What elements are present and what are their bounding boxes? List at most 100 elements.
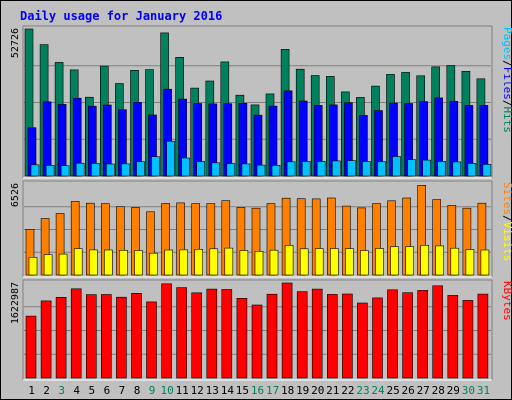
bar-files-day-2 [42,101,52,177]
bar-pages-day-8 [136,161,145,177]
bar-kbytes-day-9 [146,301,157,379]
bar-kbytes-day-4 [70,288,82,379]
bar-visits-day-11 [179,249,188,276]
bar-kbytes-day-3 [55,296,67,379]
y-max-label: 6526 [10,183,21,207]
bar-pages-day-27 [422,159,432,177]
bar-kbytes-day-29 [447,295,459,379]
bar-kbytes-day-8 [131,292,142,379]
bar-kbytes-day-28 [432,285,444,379]
x-tick-label: 9 [149,384,156,397]
panel-kbytes: 1622987 KBytes [10,279,512,381]
bar-pages-day-23 [362,161,371,177]
bar-pages-day-3 [60,165,70,177]
legend-item: Visits [501,222,512,262]
x-tick-label: 24 [371,384,385,397]
bar-pages-day-25 [392,156,401,177]
panel-visits-sites: 6526 Sites/Visits [10,180,512,278]
x-tick-label: 16 [251,384,264,397]
bar-pages-day-20 [316,161,326,177]
bar-pages-day-31 [482,164,492,177]
x-tick-label: 28 [432,384,445,397]
bar-visits-day-16 [254,251,264,276]
x-tick-label: 13 [206,384,219,397]
bar-visits-day-26 [405,246,414,276]
x-tick-label: 29 [447,384,460,397]
bar-pages-day-29 [452,161,462,177]
bar-pages-day-17 [271,165,281,177]
bar-pages-day-14 [226,163,236,177]
bar-pages-day-11 [181,157,190,177]
bar-kbytes-day-5 [86,294,97,379]
legend-item: Sites [501,182,512,215]
bar-kbytes-day-27 [417,290,429,379]
bar-kbytes-day-6 [101,294,112,379]
bar-pages-day-18 [286,161,296,177]
x-tick-label: 7 [119,384,126,397]
x-tick-label: 1 [28,384,35,397]
x-tick-label: 25 [386,384,399,397]
bar-visits-day-9 [149,252,158,276]
bar-visits-day-5 [89,249,98,276]
legend-visits-sites: Sites/Visits [501,182,512,262]
x-tick-label: 6 [104,384,111,397]
bar-kbytes-day-23 [357,302,368,379]
legend-item: Files [501,67,512,100]
bar-pages-day-22 [347,160,356,177]
bar-kbytes-day-24 [372,297,383,379]
bar-visits-day-1 [28,256,38,276]
bar-kbytes-day-20 [311,288,323,379]
x-tick-label: 5 [88,384,95,397]
bar-visits-day-25 [390,246,399,276]
bar-visits-day-13 [209,248,219,276]
bar-visits-day-19 [299,248,309,276]
x-tick-label: 8 [134,384,141,397]
bar-kbytes-day-18 [281,282,293,379]
bar-kbytes-day-17 [266,293,278,379]
bar-kbytes-day-13 [206,288,218,379]
bar-visits-day-7 [119,250,128,276]
bar-pages-day-2 [45,165,55,177]
x-tick-label: 23 [356,384,369,397]
bar-pages-day-4 [75,162,85,177]
bar-kbytes-day-31 [477,293,489,379]
bar-pages-day-30 [467,163,477,177]
x-tick-label: 21 [326,384,339,397]
bar-pages-day-5 [91,163,100,177]
bar-visits-day-15 [239,250,249,276]
legend-item: / [501,100,512,107]
bar-pages-day-19 [301,161,311,177]
x-tick-label: 10 [160,384,173,397]
bar-kbytes-day-19 [296,291,308,379]
x-tick-label: 17 [266,384,279,397]
x-tick-label: 30 [462,384,475,397]
bar-files-day-3 [57,104,67,177]
x-tick-label: 19 [296,384,309,397]
bar-pages-day-24 [377,161,386,177]
bar-visits-day-30 [465,249,475,276]
bar-visits-day-29 [450,247,460,276]
legend-item: / [501,215,512,222]
bar-pages-day-21 [331,160,341,177]
bar-visits-day-24 [375,248,384,276]
bar-kbytes-day-1 [25,315,37,379]
chart-title: Daily usage for January 2016 [20,9,222,23]
x-tick-label: 27 [417,384,430,397]
bar-kbytes-day-22 [342,293,353,379]
x-tick-label: 26 [401,384,414,397]
x-tick-label: 20 [311,384,324,397]
bar-pages-day-13 [211,162,221,177]
x-tick-label: 12 [191,384,204,397]
bar-pages-day-10 [166,140,175,177]
x-tick-label: 11 [176,384,189,397]
bar-pages-day-16 [256,164,266,177]
bar-pages-day-1 [30,164,40,177]
bar-pages-day-26 [407,159,416,177]
bar-pages-day-28 [437,161,447,177]
x-tick-label: 31 [477,384,490,397]
x-tick-label: 22 [341,384,354,397]
bar-visits-day-18 [284,245,294,276]
bar-visits-day-12 [194,249,203,276]
bar-visits-day-8 [134,250,143,276]
